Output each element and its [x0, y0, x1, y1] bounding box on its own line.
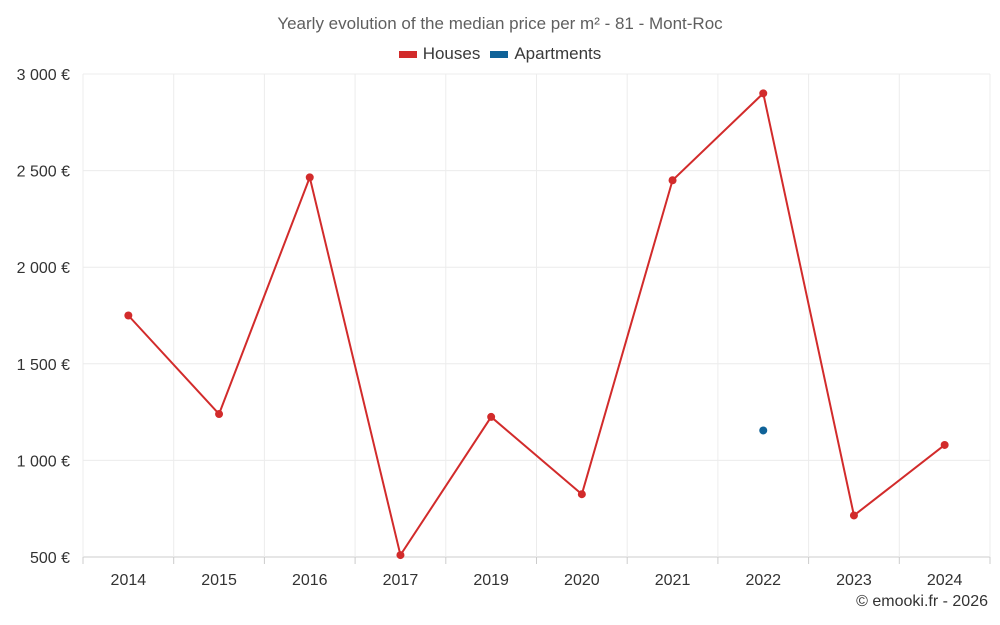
data-point-houses[interactable] — [124, 311, 133, 320]
y-tick-label: 1 000 € — [17, 453, 70, 470]
data-point-houses[interactable] — [215, 410, 224, 419]
y-tick-label: 3 000 € — [17, 67, 70, 84]
houses-swatch — [398, 50, 417, 58]
series-line-houses — [127, 91, 946, 558]
x-tick-label: 2019 — [473, 572, 509, 589]
data-point-houses[interactable] — [577, 490, 586, 499]
data-point-houses[interactable] — [668, 176, 677, 185]
y-tick-label: 500 € — [30, 550, 70, 567]
data-point-houses[interactable] — [759, 89, 768, 98]
credit: © emooki.fr - 2026 — [856, 593, 988, 610]
y-tick-label: 1 500 € — [17, 357, 70, 374]
data-point-houses[interactable] — [940, 440, 949, 449]
x-tick-label: 2021 — [655, 572, 691, 589]
x-tick-label: 2017 — [383, 572, 419, 589]
legend-label-houses: Houses — [422, 44, 481, 63]
data-point-apartments[interactable] — [759, 426, 768, 435]
legend-label-apartments: Apartments — [514, 44, 602, 63]
x-tick-label: 2015 — [201, 572, 237, 589]
x-tick-label: 2020 — [564, 572, 600, 589]
apartments-swatch — [490, 50, 509, 58]
legend-item-apartments[interactable]: Apartments — [490, 44, 601, 64]
legend-item-houses[interactable]: Houses — [398, 44, 481, 64]
legend: Houses Apartments — [0, 44, 1000, 64]
data-point-houses[interactable] — [849, 511, 858, 520]
data-point-houses[interactable] — [396, 551, 405, 560]
x-tick-label: 2016 — [292, 572, 328, 589]
x-tick-label: 2022 — [745, 572, 781, 589]
data-point-houses[interactable] — [305, 173, 314, 182]
chart-title: Yearly evolution of the median price per… — [277, 14, 723, 33]
y-tick-label: 2 000 € — [17, 260, 70, 277]
data-point-houses[interactable] — [487, 412, 496, 421]
x-tick-label: 2014 — [111, 572, 147, 589]
y-tick-label: 2 500 € — [17, 164, 70, 181]
x-tick-label: 2024 — [927, 572, 963, 589]
x-tick-label: 2023 — [836, 572, 872, 589]
